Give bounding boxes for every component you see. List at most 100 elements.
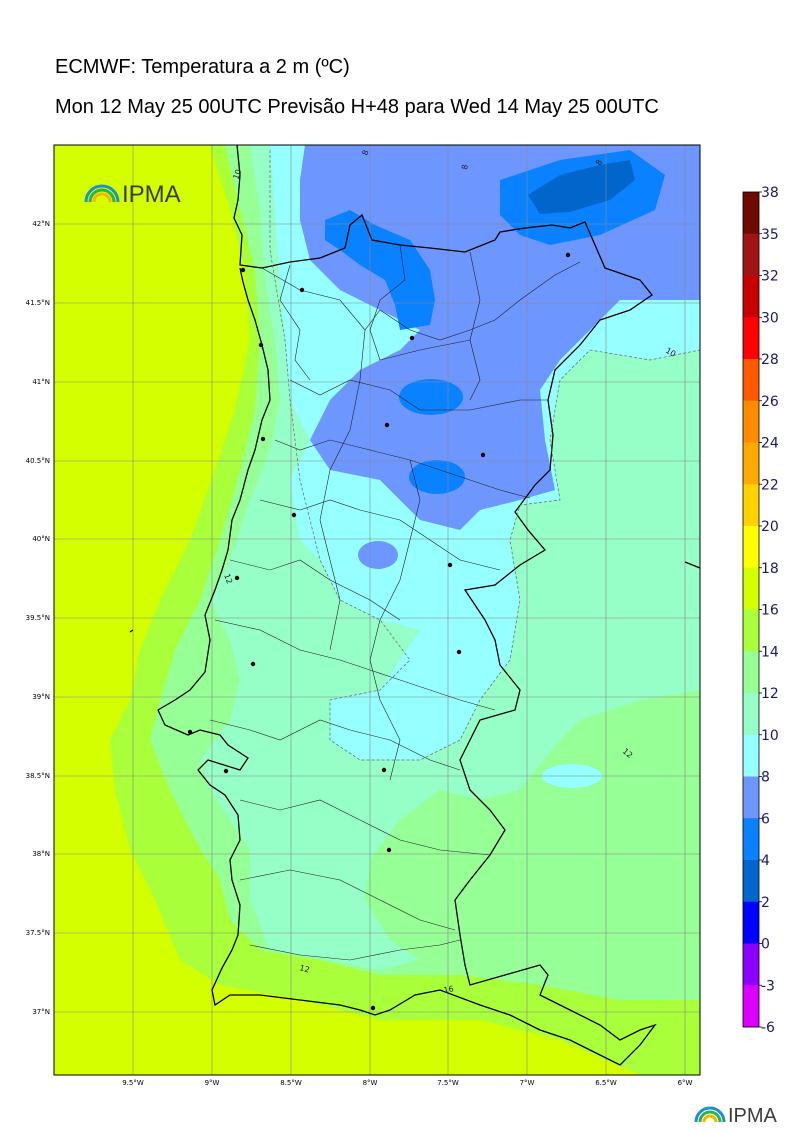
city-marker xyxy=(299,287,305,293)
colorbar-swatch xyxy=(743,985,759,1028)
colorbar-label: 20 xyxy=(761,519,779,535)
map-field: 8 8 8 10 10 12 12 12 16 xyxy=(54,145,700,1075)
colorbar-label: 24 xyxy=(761,436,779,452)
longitude-labels: 9.5°W 9°W 8.5°W 8°W 7.5°W 7°W 6.5°W 6°W xyxy=(122,1079,692,1087)
colorbar-swatch xyxy=(743,526,759,569)
colorbar-label: 4 xyxy=(761,853,770,869)
colorbar-swatch xyxy=(743,943,759,986)
coastline-border xyxy=(157,145,657,1066)
latitude-labels: 42°N 41.5°N 41°N 40.5°N 40°N 39.5°N 39°N… xyxy=(26,220,50,1016)
colorbar-swatch xyxy=(743,233,759,276)
colorbar-swatch xyxy=(743,192,759,235)
lat-label: 41.5°N xyxy=(26,299,50,307)
contour-label: 8 xyxy=(360,149,370,157)
district-borders xyxy=(209,244,581,961)
city-marker xyxy=(291,512,297,518)
colorbar-swatch xyxy=(743,567,759,610)
band-4-6-d xyxy=(409,460,465,494)
rainbow-icon xyxy=(694,1106,726,1123)
colorbar-label: 22 xyxy=(761,477,779,493)
city-marker xyxy=(260,436,266,442)
lat-label: 42°N xyxy=(32,220,50,228)
lon-label: 9.5°W xyxy=(122,1079,144,1087)
lon-label: 9°W xyxy=(205,1079,220,1087)
city-marker xyxy=(384,422,390,428)
footer-ipma-logo: IPMA xyxy=(694,1105,778,1127)
contour-label: 10 xyxy=(664,346,677,359)
contour-label: 10 xyxy=(231,168,243,181)
colorbar-label: 18 xyxy=(761,561,779,577)
logo-text: IPMA xyxy=(122,181,181,208)
band-4-6-b xyxy=(325,210,435,330)
colorbar-swatch xyxy=(743,609,759,652)
lon-label: 7.5°W xyxy=(437,1079,459,1087)
lat-label: 38.5°N xyxy=(26,772,50,780)
city-marker xyxy=(187,729,193,735)
colorbar-swatch xyxy=(743,776,759,819)
city-marker xyxy=(386,847,392,853)
city-markers xyxy=(187,252,571,1011)
city-marker xyxy=(409,335,415,341)
contour-label: 16 xyxy=(443,984,455,995)
colorbar-swatch xyxy=(743,484,759,527)
city-marker xyxy=(258,342,264,348)
lat-label: 39°N xyxy=(32,693,50,701)
lat-label: 41°N xyxy=(32,378,50,386)
rainbow-icon xyxy=(84,184,120,203)
city-marker xyxy=(381,767,387,773)
colorbar-label: 28 xyxy=(761,352,779,368)
colorbar-swatch xyxy=(743,651,759,694)
colorbar-label: 6 xyxy=(761,811,770,827)
band-6-8-patch xyxy=(358,541,398,569)
contour-label: 8 xyxy=(594,158,604,167)
lon-label: 8.5°W xyxy=(280,1079,302,1087)
map-frame xyxy=(53,144,701,1076)
lat-label: 38°N xyxy=(32,850,50,858)
colorbar-swatch xyxy=(743,442,759,485)
colorbar-swatch xyxy=(743,860,759,903)
city-marker xyxy=(565,252,571,258)
colorbar-label: 0 xyxy=(761,937,770,953)
colorbar-label: 8 xyxy=(761,770,770,786)
colorbar-label: 35 xyxy=(761,227,779,243)
colorbar-label: 14 xyxy=(761,644,779,660)
lon-label: 8°W xyxy=(363,1079,378,1087)
colorbar-swatch xyxy=(743,359,759,402)
band-2-4 xyxy=(528,160,635,214)
lon-label: 7°W xyxy=(520,1079,535,1087)
graticule xyxy=(54,145,700,1075)
colorbar-swatch xyxy=(743,693,759,736)
chart-subtitle: Mon 12 May 25 00UTC Previsão H+48 para W… xyxy=(55,96,659,118)
city-marker xyxy=(223,768,229,774)
colorbar-label: 10 xyxy=(761,728,779,744)
footer-logo-text: IPMA xyxy=(728,1105,778,1127)
city-marker xyxy=(240,267,246,273)
lat-label: 37.5°N xyxy=(26,929,50,937)
colorbar-swatch xyxy=(743,818,759,861)
colorbar-swatch xyxy=(743,734,759,777)
colorbar-swatch xyxy=(743,400,759,443)
contour-label-group: 8 8 8 10 10 12 12 12 16 xyxy=(222,149,677,995)
lon-label: 6°W xyxy=(678,1079,693,1087)
city-marker xyxy=(480,452,486,458)
colorbar-swatch xyxy=(743,275,759,318)
colorbar-label: -6 xyxy=(761,1020,775,1036)
city-marker xyxy=(447,562,453,568)
colorbar-label: 32 xyxy=(761,269,779,285)
colorbar-label: 2 xyxy=(761,895,770,911)
contour-label: 8 xyxy=(460,164,470,171)
ipma-logo: IPMA xyxy=(84,181,181,208)
city-marker xyxy=(370,1005,376,1011)
colorbar-label: 16 xyxy=(761,603,779,619)
colorbar-swatch xyxy=(743,901,759,944)
city-marker xyxy=(250,661,256,667)
colorbar-label: 30 xyxy=(761,310,779,326)
city-marker xyxy=(456,649,462,655)
colorbar-label: 38 xyxy=(761,185,779,201)
city-marker xyxy=(234,575,240,581)
band-4-6-c xyxy=(399,379,463,415)
contour-label: 12 xyxy=(222,573,234,586)
contour-label: 12 xyxy=(298,963,310,974)
